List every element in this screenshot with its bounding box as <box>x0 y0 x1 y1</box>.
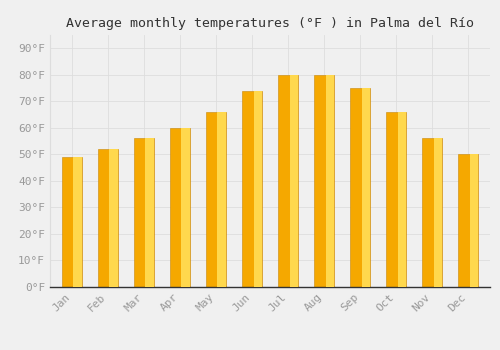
Bar <box>326 75 334 287</box>
Bar <box>422 139 442 287</box>
Bar <box>350 88 370 287</box>
Bar <box>62 157 82 287</box>
Bar <box>218 112 226 287</box>
Bar <box>73 157 82 287</box>
Bar <box>278 75 298 287</box>
Bar <box>182 128 190 287</box>
Title: Average monthly temperatures (°F ) in Palma del Río: Average monthly temperatures (°F ) in Pa… <box>66 17 474 30</box>
Bar <box>386 112 406 287</box>
Bar <box>434 139 442 287</box>
Bar <box>242 91 262 287</box>
Bar <box>398 112 406 287</box>
Bar <box>170 128 190 287</box>
Bar <box>98 149 117 287</box>
Bar <box>470 154 478 287</box>
Bar <box>206 112 226 287</box>
Bar <box>362 88 370 287</box>
Bar <box>254 91 262 287</box>
Bar <box>290 75 298 287</box>
Bar <box>314 75 334 287</box>
Bar <box>458 154 478 287</box>
Bar <box>110 149 118 287</box>
Bar <box>146 139 154 287</box>
Bar <box>134 139 154 287</box>
